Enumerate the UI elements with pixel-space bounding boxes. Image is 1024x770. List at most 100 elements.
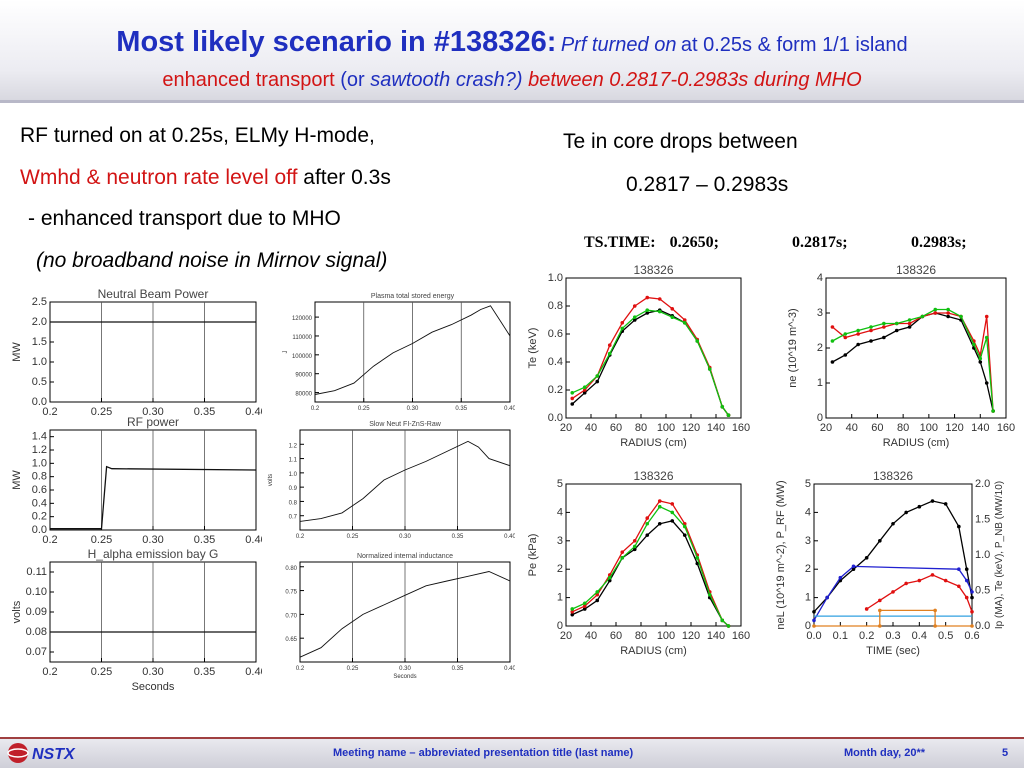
x-tick-label: 100 <box>920 422 938 434</box>
series-line-4 <box>814 609 972 627</box>
chart-title: 138326 <box>633 263 673 277</box>
series-point-0 <box>917 504 922 509</box>
y-axis-label: ne (10^19 m^-3) <box>787 308 799 387</box>
series-point-2 <box>620 326 625 331</box>
x-tick-label: 20 <box>560 422 572 434</box>
series-point-1 <box>670 307 675 311</box>
y-tick-label: 2 <box>817 342 823 354</box>
series-point-2 <box>632 544 637 549</box>
y-tick-label: 1.5 <box>32 336 47 348</box>
x-tick-label: 0.30 <box>407 406 419 412</box>
y-tick-label: 0.65 <box>285 637 297 643</box>
x-tick-label: 0.40 <box>245 534 262 546</box>
series-point-0 <box>632 547 637 552</box>
series-line-0 <box>813 500 973 613</box>
y-tick-label: 0.0 <box>548 412 563 424</box>
series-point-0 <box>964 567 969 571</box>
series-line-1 <box>572 500 729 627</box>
series-point-2 <box>645 308 650 312</box>
y-tick-label: 0.6 <box>548 328 563 340</box>
series-point-2 <box>682 321 687 325</box>
x-tick-label: 0.3 <box>885 630 900 642</box>
series-point-2 <box>964 578 969 583</box>
y-tick-label: 0.70 <box>285 613 297 619</box>
x-tick-label: 60 <box>610 422 622 434</box>
x-tick-label: 0.25 <box>91 534 112 546</box>
series-point-0 <box>878 539 882 543</box>
series-point-2 <box>726 624 731 628</box>
y-tick-label: 0.2 <box>32 511 47 523</box>
series-point-0 <box>670 519 675 523</box>
x-tick-label: 0.35 <box>452 666 464 672</box>
y-tick-label: 1.0 <box>32 457 47 469</box>
y-tick-label: 2 <box>557 563 563 575</box>
series-point-0 <box>856 342 860 347</box>
x-tick-label: 100 <box>657 630 675 642</box>
series-point-2 <box>830 339 835 343</box>
y-tick-label: 0.75 <box>285 590 297 596</box>
series-point-2 <box>570 607 575 611</box>
chart-title: Plasma total stored energy <box>371 293 455 300</box>
x-tick-label: 100 <box>657 422 675 434</box>
series-point-4 <box>933 624 937 628</box>
series-point-2 <box>720 618 725 623</box>
series-point-2 <box>970 590 974 594</box>
series-point-2 <box>595 374 600 378</box>
series-point-0 <box>946 314 950 319</box>
series-point-2 <box>645 521 650 526</box>
plot-frame <box>813 483 973 627</box>
x-tick-label: 80 <box>897 422 909 434</box>
series-point-2 <box>670 315 675 319</box>
series-point-2 <box>825 595 829 600</box>
series-point-2 <box>907 318 912 322</box>
x-axis-label: TIME (sec) <box>866 645 920 657</box>
x-tick-label: 0.30 <box>142 534 163 546</box>
plot-rf-power: RF power 0.2 0.25 0.30 0.35 0.40 0.00.2 0.40.60… <box>11 415 262 546</box>
series-line-1 <box>866 574 973 613</box>
x-tick-label: 20 <box>560 630 572 642</box>
x-tick-label: 0.2 <box>42 406 57 418</box>
x-tick-label: 0.2 <box>42 534 57 546</box>
series-line-0 <box>299 571 511 658</box>
x-tick-label: 0.30 <box>142 406 163 418</box>
y-tick-label: 120000 <box>292 316 313 322</box>
y-tick-label: 1.0 <box>289 472 298 478</box>
series-point-1 <box>943 578 948 583</box>
chart-title: Neutral Beam Power <box>98 288 209 301</box>
x-tick-label: 0.4 <box>912 630 927 642</box>
chart-title: Slow Neut FI-ZnS-Raw <box>369 421 442 428</box>
series-point-4 <box>878 608 882 613</box>
series-point-2 <box>959 314 963 319</box>
series-point-1 <box>570 610 575 614</box>
x-tick-label: 20 <box>820 422 832 434</box>
x-tick-label: 120 <box>682 422 700 434</box>
left-line-3: - enhanced transport due to MHO <box>28 207 341 230</box>
series-point-0 <box>570 402 575 406</box>
y-tick-label: 1 <box>557 592 563 604</box>
x-tick-label: 0.40 <box>245 666 262 678</box>
y-tick-label: 0.8 <box>289 500 298 506</box>
series-point-2 <box>882 321 886 326</box>
y-tick-label: 5 <box>557 478 563 490</box>
plot-internal-inductance: Normalized internal inductance 0.2 0.25 0.3… <box>285 553 515 680</box>
series-point-4 <box>970 624 974 628</box>
ts-time-text: TS.TIME: <box>584 234 656 251</box>
series-point-2 <box>657 504 662 509</box>
x-tick-label: 160 <box>732 630 750 642</box>
y-tick-label: 2.5 <box>32 296 47 308</box>
y-tick-label: 0.8 <box>32 471 47 483</box>
plot-neutral-beam-power: Neutral Beam Power 0.2 0.25 0.30 0.35 0.40 0.0… <box>11 288 262 418</box>
subtitle-c: sawtooth crash?) <box>370 69 523 91</box>
x-tick-label: 160 <box>732 422 750 434</box>
series-point-1 <box>869 328 873 333</box>
x-axis-label: RADIUS (cm) <box>620 437 687 449</box>
series-point-4 <box>933 608 937 613</box>
series-point-2 <box>851 564 856 569</box>
header-divider <box>0 100 1024 103</box>
footer-date: Month day, 20** <box>844 747 926 759</box>
right-line-1: Te in core drops between <box>563 130 798 153</box>
series-point-0 <box>595 379 600 384</box>
y-tick-label: 0.2 <box>548 384 563 396</box>
y-tick-label: 0.80 <box>285 566 297 572</box>
series-point-0 <box>582 607 587 611</box>
